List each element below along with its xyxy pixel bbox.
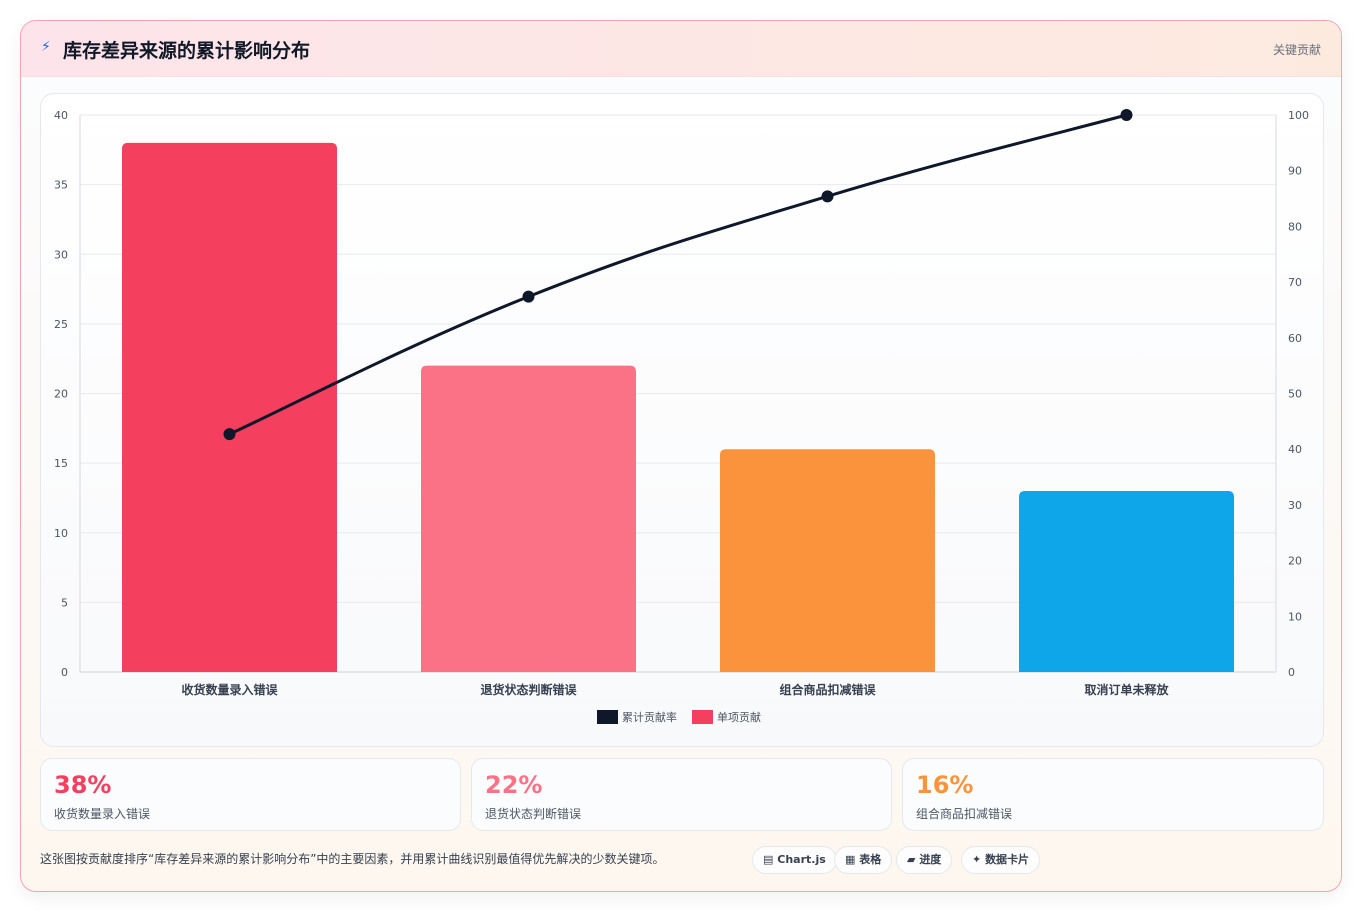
chart-icon: ▤: [763, 853, 774, 866]
cumulative-point: [821, 190, 834, 203]
chip-data-card[interactable]: ✦ 数据卡片: [961, 846, 1041, 874]
legend-swatch: [692, 710, 713, 724]
header-right-label: 关键贡献: [1272, 43, 1321, 57]
bar: [421, 365, 636, 672]
chip-progress[interactable]: ▰ 进度: [896, 846, 953, 874]
bolt-icon: ⚡: [41, 39, 51, 55]
progress-icon: ▰: [907, 853, 916, 866]
y-tick-label-left: 25: [54, 318, 68, 331]
stat-card: 22% 退货状态判断错误: [471, 758, 892, 831]
y-tick-label-right: 60: [1288, 332, 1302, 345]
y-tick-label-left: 20: [54, 388, 68, 401]
y-tick-label-right: 30: [1288, 499, 1302, 512]
chip-label: 进度: [919, 853, 942, 866]
stat-label: 退货状态判断错误: [485, 807, 582, 821]
x-tick-label: 退货状态判断错误: [480, 682, 577, 697]
y-tick-label-right: 90: [1288, 165, 1302, 178]
footnote: 这张图按贡献度排序“库存差异来源的累计影响分布”中的主要因素，并用累计曲线识别最…: [40, 852, 665, 866]
legend-swatch: [597, 710, 618, 724]
legend-label: 单项贡献: [717, 710, 761, 724]
y-tick-label-left: 30: [54, 248, 68, 261]
page-title: 库存差异来源的累计影响分布: [63, 40, 311, 62]
stat-card: 16% 组合商品扣减错误: [902, 758, 1324, 831]
y-tick-label-right: 20: [1288, 555, 1302, 568]
y-tick-label-left: 40: [54, 109, 68, 122]
stat-label: 收货数量录入错误: [54, 807, 151, 821]
bar: [122, 142, 337, 673]
bar: [1019, 490, 1234, 672]
y-tick-label-right: 100: [1288, 109, 1309, 122]
legend-label: 累计贡献率: [622, 710, 677, 724]
chart-card: ⚡ 库存差异来源的累计影响分布 关键贡献 38% 收货数量录入错误 22% 退货…: [20, 20, 1342, 892]
chip-chartjs[interactable]: ▤ Chart.js: [752, 846, 837, 874]
y-tick-label-left: 0: [61, 666, 68, 679]
y-tick-label-right: 50: [1288, 388, 1302, 401]
x-tick-label: 组合商品扣减错误: [779, 682, 876, 697]
x-tick-label: 收货数量录入错误: [181, 682, 278, 697]
card-header: ⚡ 库存差异来源的累计影响分布 关键贡献: [21, 21, 1341, 77]
stat-value: 16%: [916, 771, 974, 799]
chip-table[interactable]: ▦ 表格: [834, 846, 893, 874]
chip-label: Chart.js: [777, 853, 826, 866]
y-tick-label-right: 70: [1288, 276, 1302, 289]
cumulative-point: [1120, 109, 1133, 121]
y-tick-label-right: 10: [1288, 610, 1302, 623]
stat-value: 22%: [485, 771, 543, 799]
y-tick-label-right: 80: [1288, 220, 1302, 233]
y-tick-label-left: 15: [54, 457, 68, 470]
chip-label: 表格: [859, 853, 882, 866]
y-tick-label-right: 40: [1288, 443, 1302, 456]
table-icon: ▦: [845, 853, 856, 866]
cumulative-line: [228, 113, 1127, 436]
x-tick-label: 取消订单未释放: [1084, 682, 1169, 697]
stat-label: 组合商品扣减错误: [916, 807, 1013, 821]
stat-value: 38%: [54, 771, 112, 799]
cumulative-point: [522, 290, 535, 303]
stat-card: 38% 收货数量录入错误: [40, 758, 461, 831]
bar: [720, 449, 935, 672]
y-tick-label-left: 35: [54, 179, 68, 192]
y-tick-label-right: 0: [1288, 666, 1295, 679]
y-tick-label-left: 10: [54, 527, 68, 540]
cumulative-point: [223, 428, 236, 441]
data-card-icon: ✦: [972, 853, 982, 866]
y-tick-label-left: 5: [61, 596, 68, 609]
chip-label: 数据卡片: [985, 853, 1030, 866]
